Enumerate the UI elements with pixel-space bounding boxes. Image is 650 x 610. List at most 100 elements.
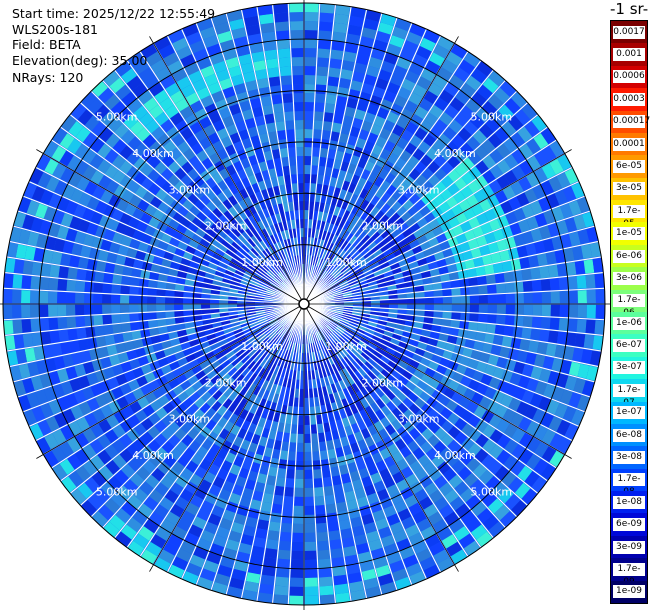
range-cell [467,151,482,166]
range-cell [423,29,440,44]
range-cell [492,262,504,274]
range-cell [246,292,257,297]
range-cell [384,326,395,333]
range-cell [188,440,201,453]
ray-separator [303,210,591,305]
range-cell [468,277,478,287]
range-cell [313,387,319,398]
range-cell [406,304,416,310]
range-cell [331,224,339,235]
ray-separator [303,139,557,305]
range-cell [453,404,466,417]
range-cell [360,316,370,322]
range-cell [396,426,409,438]
range-cell [269,332,278,341]
range-cell [223,327,233,335]
range-cell [49,330,60,344]
range-cell [521,103,538,120]
range-cell [481,491,498,508]
range-cell [185,353,197,363]
range-cell [36,154,51,171]
range-cell [66,316,77,329]
range-cell [465,517,482,533]
range-cell [77,109,94,126]
range-cell [460,295,470,304]
range-cell [12,319,23,334]
colorbar-tick-label: 1e-07 [613,406,645,420]
range-cell [277,376,285,387]
range-cell [534,354,546,368]
range-cell [275,431,284,442]
range-cell [228,304,238,308]
range-cell [559,290,569,304]
range-cell [433,440,447,454]
range-cell [330,267,339,276]
range-cell [60,167,75,183]
range-cell [318,319,326,327]
range-cell [124,392,137,405]
range-cell [361,364,371,374]
range-cell [316,341,322,351]
range-cell [133,157,147,171]
range-cell [494,87,510,104]
range-cell [244,117,256,129]
range-cell [269,234,277,245]
range-cell [420,223,432,235]
range-cell [261,141,271,153]
range-cell [391,267,402,275]
range-cell [390,492,404,505]
range-cell [181,84,196,98]
range-cell [405,364,417,375]
range-cell [74,160,89,176]
range-cell [311,442,320,452]
range-cell [293,255,298,265]
range-cell [104,94,121,110]
range-cell [23,409,37,426]
range-cell [255,406,264,417]
range-cell [221,440,233,452]
range-cell [221,156,233,168]
range-cell [262,325,272,333]
range-cell [355,380,365,391]
range-cell [328,253,336,263]
range-cell [350,372,360,383]
range-cell [316,278,324,287]
range-cell [390,103,404,116]
range-cell [75,465,91,482]
range-cell [304,577,318,587]
range-cell [138,312,148,321]
range-cell [492,390,505,404]
range-cell [463,540,481,556]
range-cell [210,223,221,234]
range-cell [207,337,219,346]
range-cell [227,402,238,413]
range-cell [466,330,477,340]
range-cell [255,270,265,278]
range-cell [434,181,447,194]
range-cell [317,174,324,185]
range-cell [231,276,242,284]
range-cell [429,104,444,119]
range-cell [282,432,291,443]
range-cell [389,35,405,48]
range-cell [222,86,236,99]
range-cell [549,140,565,158]
range-cell [98,87,114,104]
range-cell [365,202,375,214]
range-cell [272,277,281,285]
range-cell [289,433,297,443]
range-cell [211,196,222,208]
range-cell [23,182,37,199]
range-cell [35,389,48,405]
range-cell [289,165,297,175]
range-cell [214,351,226,360]
range-cell [286,257,292,267]
range-cell [510,132,526,148]
range-cell [382,248,394,257]
range-cell [262,104,274,116]
range-cell [299,210,304,220]
ray-separator [303,35,442,305]
range-cell [199,479,212,492]
range-cell [95,200,108,214]
range-cell [343,310,353,315]
